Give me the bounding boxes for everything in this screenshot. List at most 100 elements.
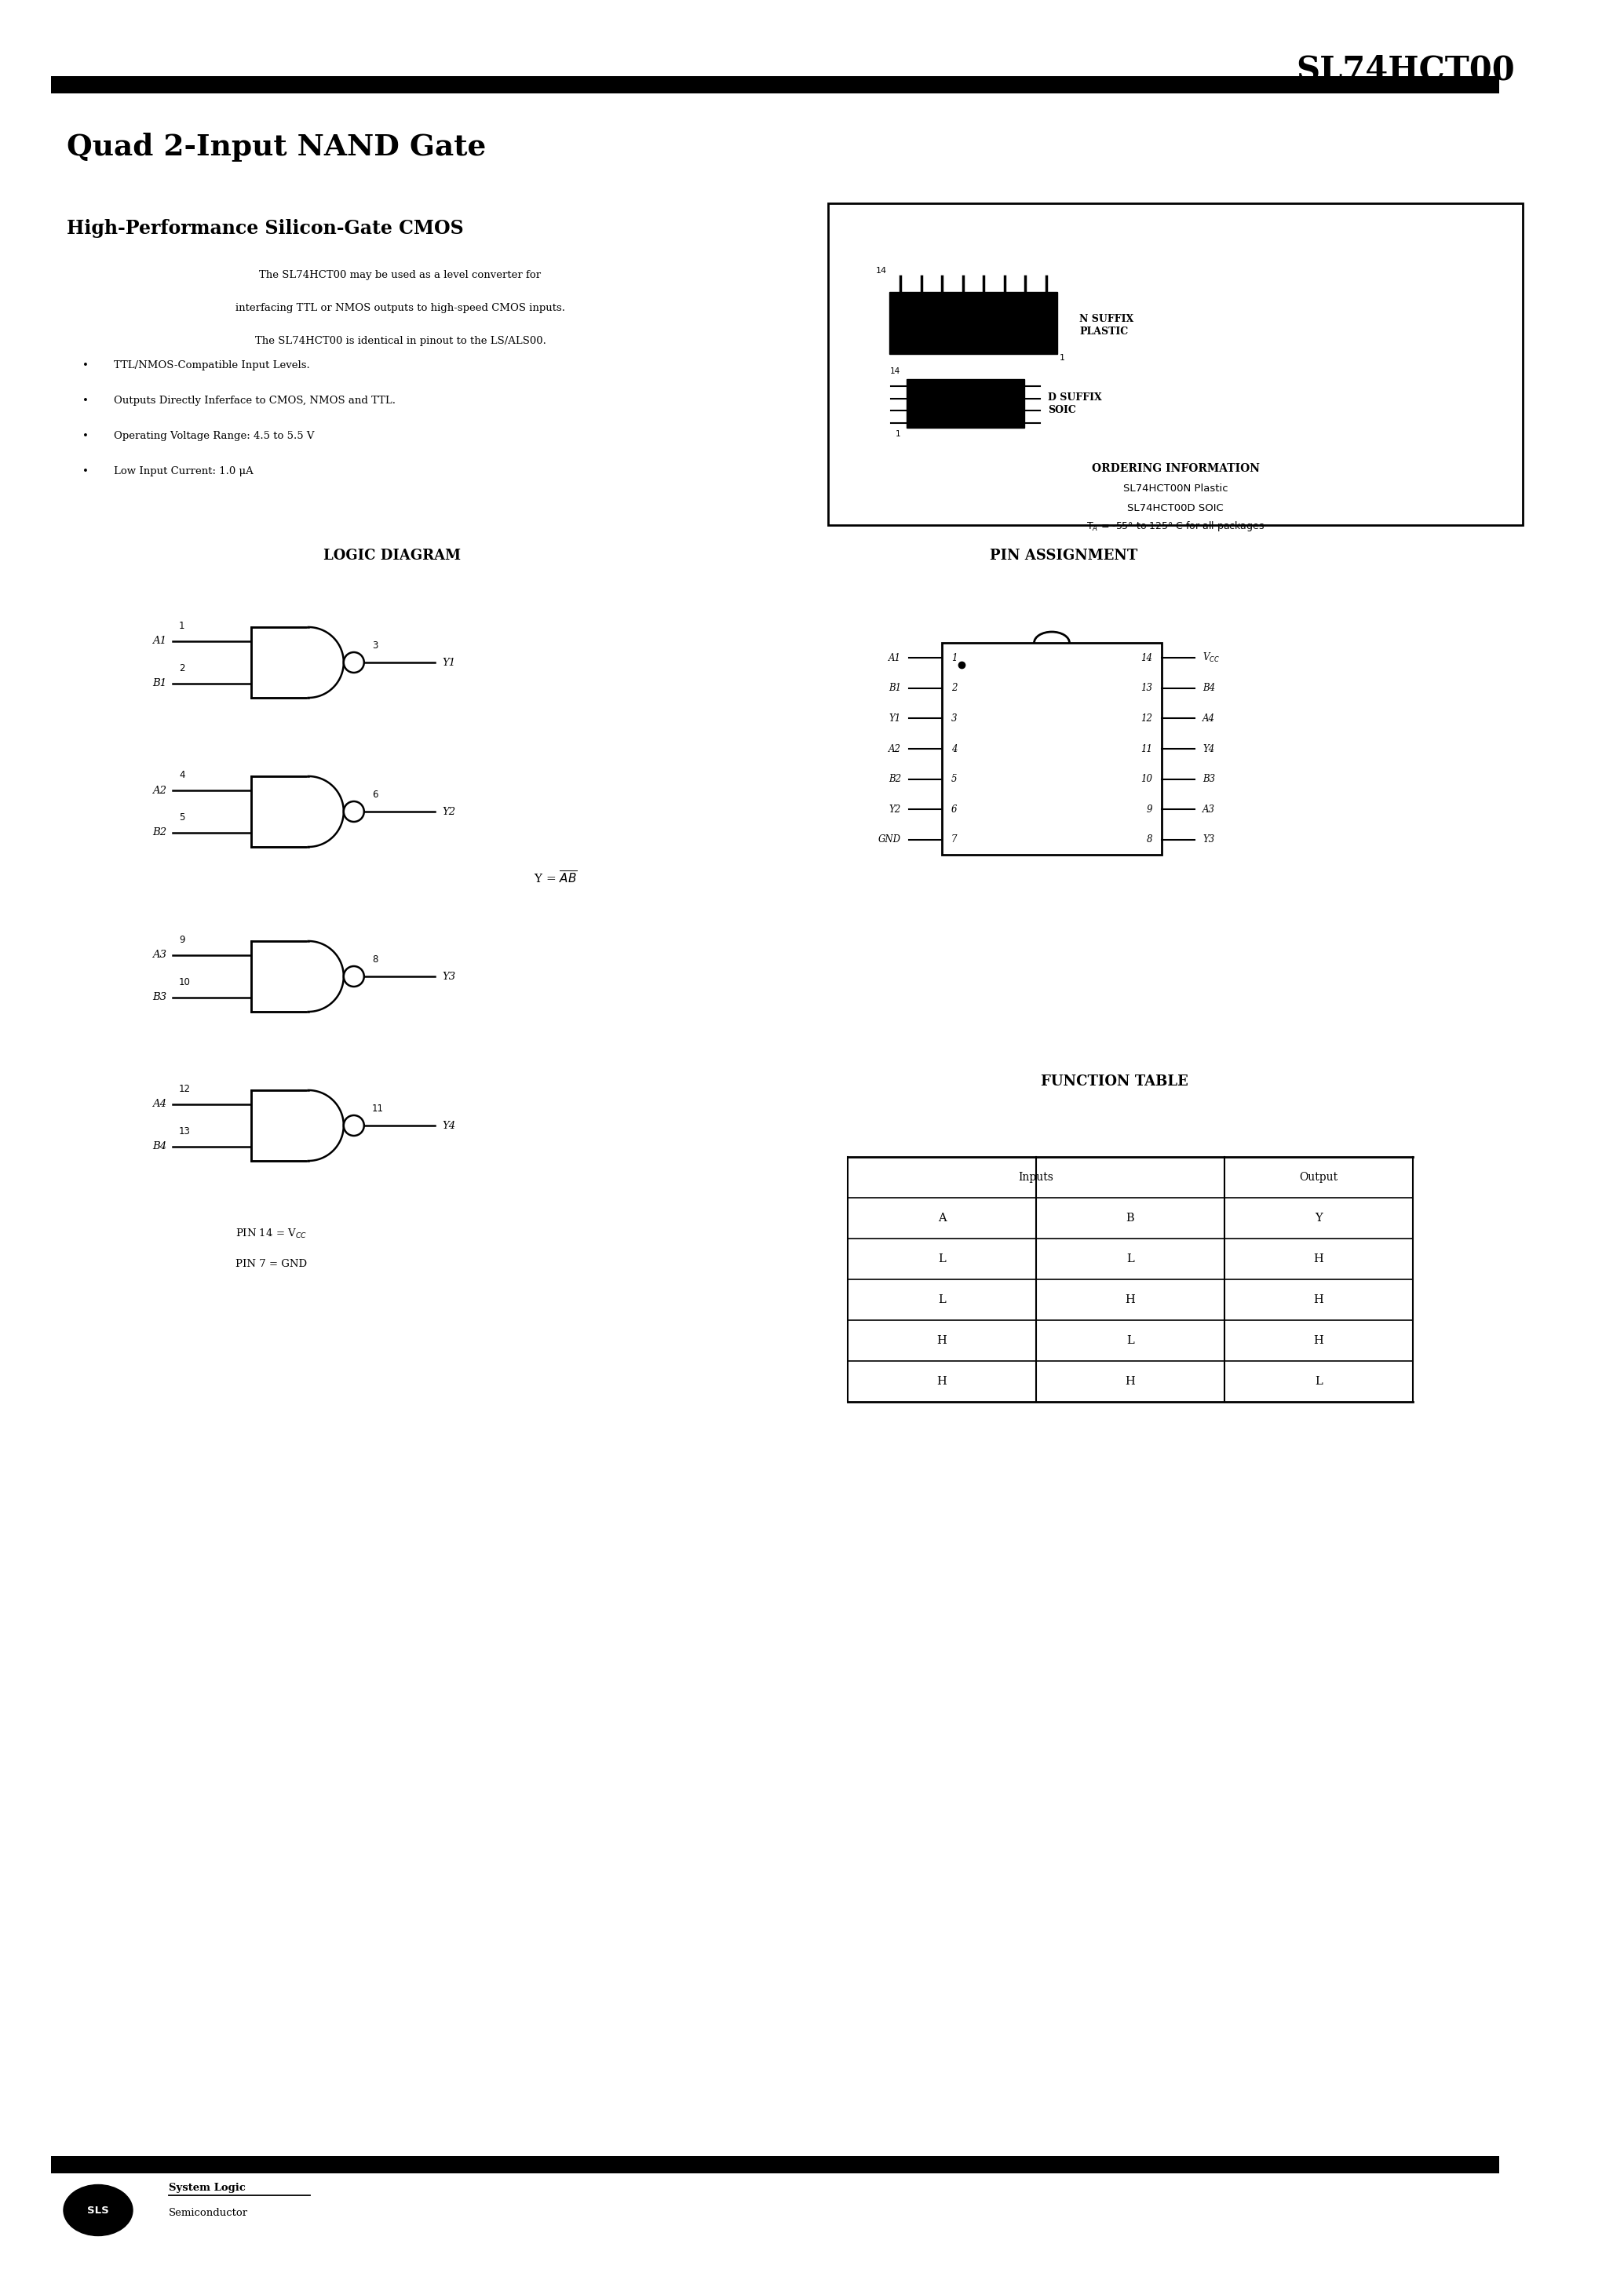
Bar — [252, 1090, 309, 1161]
Text: A2: A2 — [888, 744, 901, 753]
Text: 1: 1 — [952, 652, 957, 663]
Text: Operating Voltage Range: 4.5 to 5.5 V: Operating Voltage Range: 4.5 to 5.5 V — [114, 431, 315, 441]
Text: 14: 14 — [875, 266, 887, 275]
Text: interfacing TTL or NMOS outputs to high-speed CMOS inputs.: interfacing TTL or NMOS outputs to high-… — [235, 303, 565, 312]
Text: 8: 8 — [1147, 835, 1153, 845]
Text: Y2: Y2 — [442, 806, 456, 817]
Text: L: L — [1127, 1336, 1134, 1347]
Text: 5: 5 — [952, 773, 957, 785]
Text: B4: B4 — [1202, 684, 1215, 693]
Bar — [252, 776, 309, 847]
Text: L: L — [939, 1253, 945, 1265]
Text: B1: B1 — [153, 679, 166, 688]
Text: PIN 7 = GND: PIN 7 = GND — [235, 1260, 307, 1269]
Text: 6: 6 — [952, 803, 957, 815]
Text: 8: 8 — [372, 955, 378, 964]
Text: 3: 3 — [952, 714, 957, 723]
Text: B2: B2 — [153, 828, 166, 838]
Text: 9: 9 — [179, 934, 185, 946]
Text: The SL74HCT00 may be used as a level converter for: The SL74HCT00 may be used as a level con… — [260, 271, 541, 280]
Bar — [252, 941, 309, 1012]
Text: B1: B1 — [888, 684, 901, 693]
Text: L: L — [1315, 1377, 1322, 1386]
Text: SL74HCT00D SOIC: SL74HCT00D SOIC — [1127, 503, 1223, 514]
FancyBboxPatch shape — [890, 291, 1057, 353]
Text: B: B — [1125, 1212, 1135, 1223]
Text: Y2: Y2 — [888, 803, 901, 815]
Circle shape — [344, 801, 364, 822]
Text: 13: 13 — [1140, 684, 1153, 693]
Text: L: L — [939, 1294, 945, 1306]
Text: Y4: Y4 — [1202, 744, 1215, 753]
Text: •: • — [83, 466, 89, 477]
Text: V$_{CC}$: V$_{CC}$ — [1202, 652, 1220, 663]
Text: 1: 1 — [1059, 353, 1065, 363]
Bar — [252, 627, 309, 698]
Text: B3: B3 — [153, 991, 166, 1003]
Text: Outputs Directly Inferface to CMOS, NMOS and TTL.: Outputs Directly Inferface to CMOS, NMOS… — [114, 395, 396, 406]
Text: •: • — [83, 431, 89, 441]
Text: H: H — [1314, 1336, 1324, 1347]
Text: 9: 9 — [1147, 803, 1153, 815]
Text: T$_A$ = -55° to 125° C for all packages: T$_A$ = -55° to 125° C for all packages — [1086, 519, 1265, 532]
Circle shape — [344, 1115, 364, 1136]
Text: •: • — [83, 395, 89, 406]
Text: 2: 2 — [179, 663, 185, 672]
Circle shape — [344, 966, 364, 987]
Text: 4: 4 — [179, 769, 185, 780]
Text: Output: Output — [1299, 1173, 1338, 1182]
Text: 10: 10 — [1140, 773, 1153, 785]
Text: H: H — [937, 1377, 947, 1386]
Text: H: H — [1314, 1294, 1324, 1306]
Text: A2: A2 — [153, 785, 166, 796]
Text: Low Input Current: 1.0 μA: Low Input Current: 1.0 μA — [114, 466, 253, 477]
Text: GND: GND — [879, 835, 901, 845]
Text: PIN ASSIGNMENT: PIN ASSIGNMENT — [989, 549, 1137, 562]
Bar — [942, 643, 1161, 854]
Text: Y: Y — [1315, 1212, 1322, 1223]
Text: H: H — [1125, 1377, 1135, 1386]
Text: 12: 12 — [179, 1083, 190, 1095]
Text: 1: 1 — [179, 622, 185, 631]
Text: 11: 11 — [372, 1104, 383, 1113]
Text: The SL74HCT00 is identical in pinout to the LS/ALS00.: The SL74HCT00 is identical in pinout to … — [255, 335, 546, 347]
Text: 14: 14 — [890, 367, 900, 374]
Text: A4: A4 — [1202, 714, 1215, 723]
Bar — [50, 76, 1499, 94]
Text: Y = $\overline{AB}$: Y = $\overline{AB}$ — [534, 870, 578, 886]
Text: 6: 6 — [372, 789, 378, 799]
Text: 3: 3 — [372, 640, 378, 652]
Text: 2: 2 — [952, 684, 957, 693]
Bar — [906, 379, 1025, 427]
Text: SL74HCT00N Plastic: SL74HCT00N Plastic — [1122, 484, 1228, 493]
Text: 5: 5 — [179, 812, 185, 822]
Text: 1: 1 — [895, 429, 900, 438]
Text: SL74HCT00: SL74HCT00 — [1296, 55, 1515, 87]
Text: A3: A3 — [1202, 803, 1215, 815]
Text: 7: 7 — [952, 835, 957, 845]
Text: High-Performance Silicon-Gate CMOS: High-Performance Silicon-Gate CMOS — [67, 218, 463, 239]
Text: Quad 2-Input NAND Gate: Quad 2-Input NAND Gate — [67, 133, 486, 161]
Text: Y3: Y3 — [1202, 835, 1215, 845]
Text: H: H — [1314, 1253, 1324, 1265]
Text: Y1: Y1 — [442, 656, 456, 668]
Text: FUNCTION TABLE: FUNCTION TABLE — [1041, 1074, 1189, 1088]
Text: L: L — [1127, 1253, 1134, 1265]
Bar — [828, 204, 1523, 526]
Text: A4: A4 — [153, 1099, 166, 1108]
Text: A1: A1 — [153, 636, 166, 647]
Text: B2: B2 — [888, 773, 901, 785]
Text: Y4: Y4 — [442, 1120, 456, 1131]
Text: ORDERING INFORMATION: ORDERING INFORMATION — [1091, 464, 1259, 475]
Text: 12: 12 — [1140, 714, 1153, 723]
Text: H: H — [1125, 1294, 1135, 1306]
Text: 10: 10 — [179, 978, 190, 987]
Text: B3: B3 — [1202, 773, 1215, 785]
Text: H: H — [937, 1336, 947, 1347]
Text: A3: A3 — [153, 950, 166, 959]
Text: Semiconductor: Semiconductor — [169, 2208, 248, 2217]
Text: •: • — [83, 360, 89, 369]
Text: System Logic: System Logic — [169, 2183, 245, 2194]
Circle shape — [344, 652, 364, 672]
Text: 13: 13 — [179, 1127, 190, 1136]
